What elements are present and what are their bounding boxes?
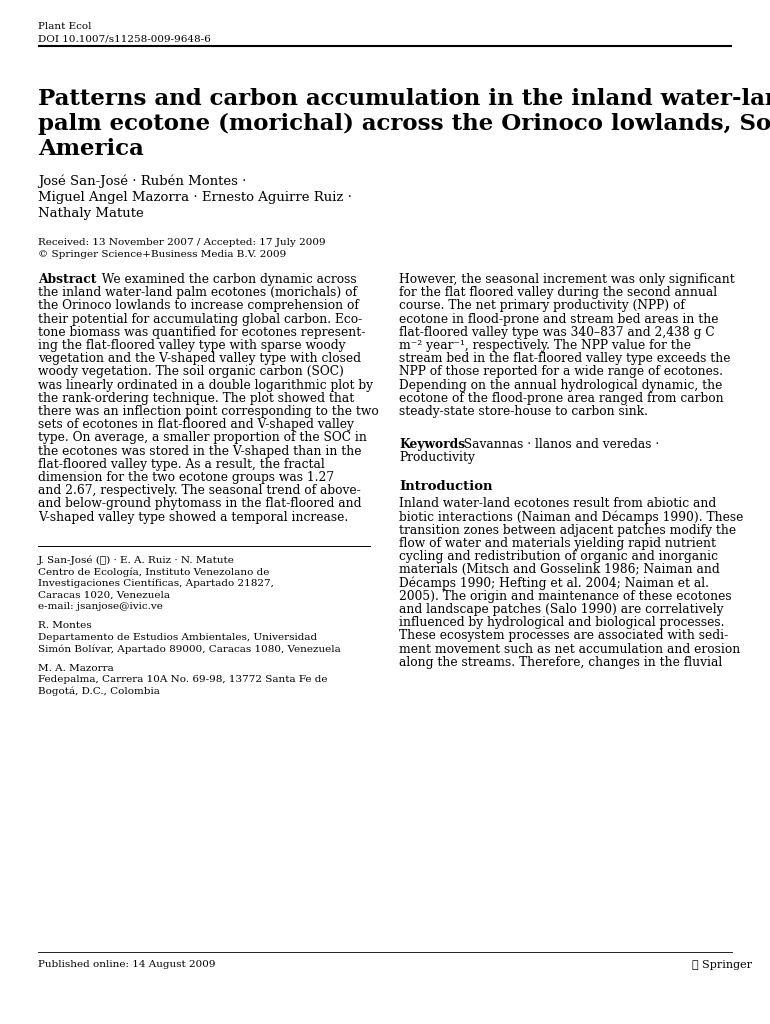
- Text: ⚆ Springer: ⚆ Springer: [692, 961, 752, 970]
- Text: flat-floored valley type. As a result, the fractal: flat-floored valley type. As a result, t…: [38, 458, 325, 471]
- Text: NPP of those reported for a wide range of ecotones.: NPP of those reported for a wide range o…: [399, 366, 723, 379]
- Text: for the flat floored valley during the second annual: for the flat floored valley during the s…: [399, 286, 717, 299]
- Text: Abstract: Abstract: [38, 273, 96, 286]
- Text: was linearly ordinated in a double logarithmic plot by: was linearly ordinated in a double logar…: [38, 379, 373, 391]
- Text: Depending on the annual hydrological dynamic, the: Depending on the annual hydrological dyn…: [399, 379, 722, 391]
- Text: the Orinoco lowlands to increase comprehension of: the Orinoco lowlands to increase compreh…: [38, 299, 359, 312]
- Text: sets of ecotones in flat-floored and V-shaped valley: sets of ecotones in flat-floored and V-s…: [38, 418, 354, 431]
- Text: tone biomass was quantified for ecotones represent-: tone biomass was quantified for ecotones…: [38, 326, 366, 339]
- Text: the ecotones was stored in the V-shaped than in the: the ecotones was stored in the V-shaped …: [38, 444, 361, 458]
- Text: Nathaly Matute: Nathaly Matute: [38, 207, 144, 220]
- Text: Keywords: Keywords: [399, 438, 465, 451]
- Text: DOI 10.1007/s11258-009-9648-6: DOI 10.1007/s11258-009-9648-6: [38, 34, 211, 43]
- Text: M. A. Mazorra: M. A. Mazorra: [38, 664, 114, 673]
- Text: Patterns and carbon accumulation in the inland water-land: Patterns and carbon accumulation in the …: [38, 88, 770, 110]
- Text: Investigaciones Científicas, Apartado 21827,: Investigaciones Científicas, Apartado 21…: [38, 579, 274, 589]
- Text: there was an inflection point corresponding to the two: there was an inflection point correspond…: [38, 406, 379, 418]
- Text: Plant Ecol: Plant Ecol: [38, 22, 92, 31]
- Text: ment movement such as net accumulation and erosion: ment movement such as net accumulation a…: [399, 643, 740, 655]
- Text: José San-José · Rubén Montes ·: José San-José · Rubén Montes ·: [38, 175, 246, 188]
- Text: 2005). The origin and maintenance of these ecotones: 2005). The origin and maintenance of the…: [399, 590, 732, 603]
- Text: Caracas 1020, Venezuela: Caracas 1020, Venezuela: [38, 590, 170, 599]
- Text: ecotone of the flood-prone area ranged from carbon: ecotone of the flood-prone area ranged f…: [399, 392, 724, 404]
- Text: stream bed in the flat-floored valley type exceeds the: stream bed in the flat-floored valley ty…: [399, 352, 731, 366]
- Text: V-shaped valley type showed a temporal increase.: V-shaped valley type showed a temporal i…: [38, 511, 348, 523]
- Text: © Springer Science+Business Media B.V. 2009: © Springer Science+Business Media B.V. 2…: [38, 250, 286, 259]
- Text: materials (Mitsch and Gosselink 1986; Naiman and: materials (Mitsch and Gosselink 1986; Na…: [399, 563, 720, 577]
- Text: Fedepalma, Carrera 10A No. 69-98, 13772 Santa Fe de: Fedepalma, Carrera 10A No. 69-98, 13772 …: [38, 675, 327, 684]
- Text: transition zones between adjacent patches modify the: transition zones between adjacent patche…: [399, 524, 736, 537]
- Text: their potential for accumulating global carbon. Eco-: their potential for accumulating global …: [38, 312, 362, 326]
- Text: Productivity: Productivity: [399, 452, 475, 464]
- Text: and landscape patches (Salo 1990) are correlatively: and landscape patches (Salo 1990) are co…: [399, 603, 724, 616]
- Text: Departamento de Estudios Ambientales, Universidad: Departamento de Estudios Ambientales, Un…: [38, 633, 317, 642]
- Text: Simón Bolívar, Apartado 89000, Caracas 1080, Venezuela: Simón Bolívar, Apartado 89000, Caracas 1…: [38, 644, 341, 653]
- Text: cycling and redistribution of organic and inorganic: cycling and redistribution of organic an…: [399, 550, 718, 563]
- Text: Published online: 14 August 2009: Published online: 14 August 2009: [38, 961, 216, 969]
- Text: America: America: [38, 138, 144, 160]
- Text: and below-ground phytomass in the flat-floored and: and below-ground phytomass in the flat-f…: [38, 498, 361, 510]
- Text: flat-floored valley type was 340–837 and 2,438 g C: flat-floored valley type was 340–837 and…: [399, 326, 715, 339]
- Text: biotic interactions (Naiman and Décamps 1990). These: biotic interactions (Naiman and Décamps …: [399, 511, 743, 524]
- Text: steady-state store-house to carbon sink.: steady-state store-house to carbon sink.: [399, 406, 648, 418]
- Text: These ecosystem processes are associated with sedi-: These ecosystem processes are associated…: [399, 630, 728, 642]
- Text: Centro de Ecología, Instituto Venezolano de: Centro de Ecología, Instituto Venezolano…: [38, 567, 270, 577]
- Text: the inland water-land palm ecotones (morichals) of: the inland water-land palm ecotones (mor…: [38, 286, 357, 299]
- Text: ecotone in flood-prone and stream bed areas in the: ecotone in flood-prone and stream bed ar…: [399, 312, 718, 326]
- Text: woody vegetation. The soil organic carbon (SOC): woody vegetation. The soil organic carbo…: [38, 366, 344, 379]
- Text: Introduction: Introduction: [399, 480, 493, 494]
- Text: the rank-ordering technique. The plot showed that: the rank-ordering technique. The plot sh…: [38, 392, 354, 404]
- Text: e-mail: jsanjose@ivic.ve: e-mail: jsanjose@ivic.ve: [38, 602, 163, 610]
- Text: influenced by hydrological and biological processes.: influenced by hydrological and biologica…: [399, 616, 725, 629]
- Text: J. San-José (✉) · E. A. Ruiz · N. Matute: J. San-José (✉) · E. A. Ruiz · N. Matute: [38, 556, 235, 565]
- Text: m⁻² year⁻¹, respectively. The NPP value for the: m⁻² year⁻¹, respectively. The NPP value …: [399, 339, 691, 352]
- Text: and 2.67, respectively. The seasonal trend of above-: and 2.67, respectively. The seasonal tre…: [38, 484, 361, 498]
- Text: along the streams. Therefore, changes in the fluvial: along the streams. Therefore, changes in…: [399, 655, 722, 669]
- Text: However, the seasonal increment was only significant: However, the seasonal increment was only…: [399, 273, 735, 286]
- Text: Bogotá, D.C., Colombia: Bogotá, D.C., Colombia: [38, 687, 160, 696]
- Text: flow of water and materials yielding rapid nutrient: flow of water and materials yielding rap…: [399, 537, 716, 550]
- Text: palm ecotone (morichal) across the Orinoco lowlands, South: palm ecotone (morichal) across the Orino…: [38, 113, 770, 135]
- Text: course. The net primary productivity (NPP) of: course. The net primary productivity (NP…: [399, 299, 685, 312]
- Text: ing the flat-floored valley type with sparse woody: ing the flat-floored valley type with sp…: [38, 339, 346, 352]
- Text: Inland water-land ecotones result from abiotic and: Inland water-land ecotones result from a…: [399, 498, 716, 510]
- Text: Décamps 1990; Hefting et al. 2004; Naiman et al.: Décamps 1990; Hefting et al. 2004; Naima…: [399, 577, 709, 590]
- Text: type. On average, a smaller proportion of the SOC in: type. On average, a smaller proportion o…: [38, 431, 367, 444]
- Text: Miguel Angel Mazorra · Ernesto Aguirre Ruiz ·: Miguel Angel Mazorra · Ernesto Aguirre R…: [38, 191, 352, 204]
- Text: Savannas · llanos and veredas ·: Savannas · llanos and veredas ·: [456, 438, 659, 451]
- Text: We examined the carbon dynamic across: We examined the carbon dynamic across: [94, 273, 357, 286]
- Text: dimension for the two ecotone groups was 1.27: dimension for the two ecotone groups was…: [38, 471, 334, 484]
- Text: R. Montes: R. Montes: [38, 622, 92, 631]
- Text: vegetation and the V-shaped valley type with closed: vegetation and the V-shaped valley type …: [38, 352, 361, 366]
- Text: Received: 13 November 2007 / Accepted: 17 July 2009: Received: 13 November 2007 / Accepted: 1…: [38, 238, 326, 247]
